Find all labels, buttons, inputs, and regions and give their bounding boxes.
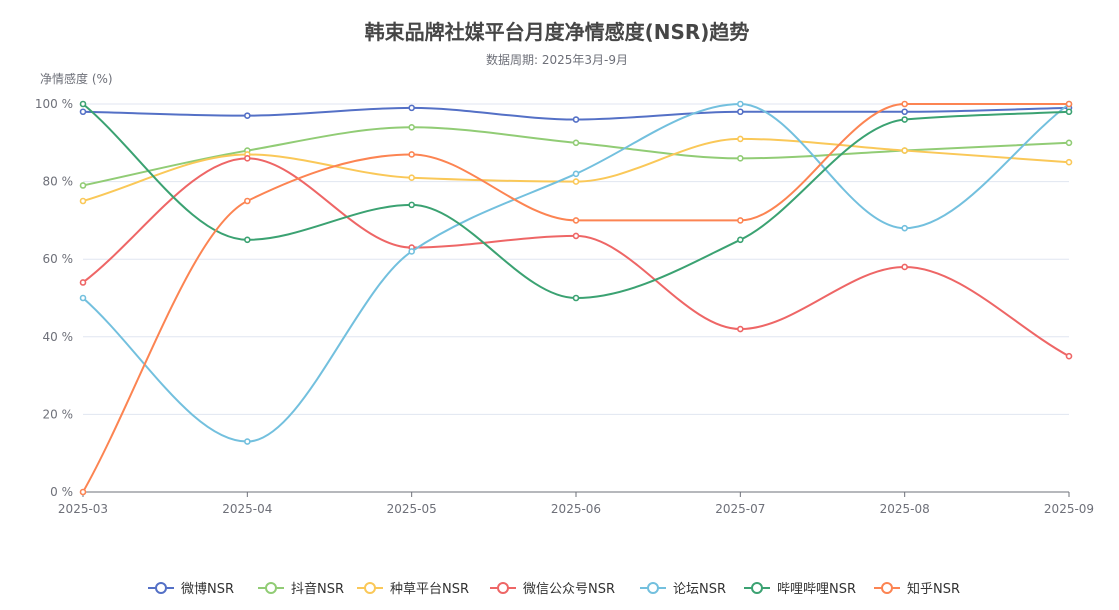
series-line (82, 103, 1070, 299)
data-point (408, 248, 415, 255)
legend-label: 抖音NSR (291, 581, 344, 597)
y-tick-label: 20 % (43, 407, 74, 421)
legend-label: 哔哩哔哩NSR (777, 582, 856, 597)
data-point (408, 174, 415, 182)
data-point (79, 488, 87, 496)
y-tick-label: 0 % (50, 485, 73, 499)
data-point (79, 182, 87, 189)
data-point (901, 263, 908, 271)
legend-swatch-marker (265, 582, 277, 594)
data-point (572, 116, 580, 123)
legend-item-6[interactable]: 哔哩哔哩NSR (744, 582, 856, 597)
data-point (901, 108, 908, 116)
legend-item-5[interactable]: 论坛NSR (640, 582, 726, 597)
chart-title: 韩束品牌社媒平台月度净情感度(NSR)趋势 (365, 20, 750, 44)
data-point (244, 155, 251, 162)
data-point (901, 224, 908, 232)
series-group (79, 100, 1073, 496)
axes: 0 % 20 % 40 % 60 % 80 % 100 % 2025-03 2025-04 20… (35, 97, 1094, 516)
data-point (737, 100, 744, 108)
data-point (1065, 352, 1073, 360)
series-3 (79, 135, 1073, 205)
legend-label: 论坛NSR (673, 582, 726, 597)
data-point (572, 217, 580, 224)
x-tick-label: 2025-09 (1044, 502, 1094, 516)
legend-swatch-marker (364, 582, 376, 594)
y-tick-label: 80 % (43, 175, 74, 189)
grid-lines (83, 103, 1069, 415)
legend-swatch-marker (497, 582, 509, 594)
data-point (1065, 139, 1073, 147)
data-point (408, 104, 415, 112)
legend-label: 知乎NSR (907, 581, 960, 597)
y-tick-label: 100 % (35, 97, 73, 111)
data-point (737, 155, 744, 162)
x-tick-label: 2025-08 (880, 502, 930, 516)
legend-label: 种草平台NSR (390, 582, 469, 597)
data-point (901, 147, 908, 154)
legend: 微博NSR 抖音NSR 种草平台NSR 微信公众号NSR 论坛NSR 哔哩哔哩NSR 知乎N… (148, 581, 960, 597)
y-tick-label: 40 % (43, 330, 74, 344)
legend-item-2[interactable]: 抖音NSR (258, 581, 344, 597)
series-7 (79, 100, 1073, 496)
series-line (82, 102, 1069, 493)
data-point (408, 123, 415, 131)
data-point (79, 294, 87, 302)
x-tick-label: 2025-05 (387, 502, 437, 516)
x-tick-label: 2025-04 (222, 502, 272, 516)
x-tick-label: 2025-06 (551, 502, 601, 516)
chart-subtitle: 数据周期: 2025年3月-9月 (486, 52, 628, 67)
legend-item-3[interactable]: 种草平台NSR (357, 582, 469, 597)
series-1 (79, 104, 1073, 123)
data-point (1065, 108, 1073, 116)
data-point (737, 236, 744, 244)
data-point (572, 294, 580, 302)
data-point (572, 170, 580, 178)
data-point (79, 100, 87, 108)
data-point (79, 108, 87, 116)
data-point (901, 100, 908, 108)
data-point (737, 135, 744, 143)
data-point (79, 279, 87, 286)
series-4 (79, 155, 1073, 360)
legend-swatch-marker (647, 582, 659, 594)
legend-swatch-marker (155, 582, 167, 594)
data-point (901, 116, 908, 123)
legend-label: 微信公众号NSR (523, 582, 615, 597)
data-point (244, 112, 251, 119)
data-point (244, 438, 251, 445)
data-point (408, 151, 415, 158)
x-tick-label: 2025-03 (58, 502, 108, 516)
legend-swatch-marker (751, 582, 763, 594)
data-point (737, 108, 744, 116)
data-point (572, 139, 580, 147)
y-tick-label: 60 % (43, 252, 74, 266)
data-point (1065, 100, 1073, 108)
legend-item-1[interactable]: 微博NSR (148, 582, 234, 597)
y-axis-label: 净情感度 (%) (40, 71, 113, 86)
legend-item-7[interactable]: 知乎NSR (874, 581, 960, 597)
data-point (408, 201, 415, 209)
data-point (572, 232, 580, 240)
data-point (572, 178, 580, 185)
data-point (737, 217, 744, 224)
series-line (82, 137, 1070, 202)
legend-swatch-marker (881, 582, 893, 594)
x-tick-label: 2025-07 (715, 502, 765, 516)
legend-label: 微博NSR (181, 582, 234, 597)
data-point (244, 197, 251, 205)
series-line (82, 157, 1070, 358)
data-point (737, 325, 744, 333)
data-point (1065, 158, 1073, 166)
data-point (79, 197, 87, 205)
data-point (244, 236, 251, 244)
legend-item-4[interactable]: 微信公众号NSR (490, 582, 615, 597)
series-6 (79, 100, 1073, 302)
